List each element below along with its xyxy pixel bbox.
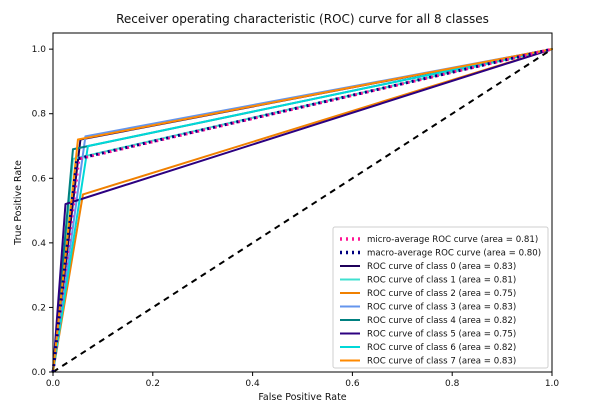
plot-layer	[51, 33, 553, 373]
plot-frame	[52, 32, 553, 373]
x-tick-label: 0.2	[146, 379, 160, 389]
legend-label: ROC curve of class 6 (area = 0.82)	[367, 343, 516, 353]
x-axis-label: False Positive Rate	[258, 392, 346, 403]
x-tick-label: 0.6	[345, 379, 360, 389]
roc-series-line-7	[52, 48, 553, 373]
diagonal-reference-line	[52, 48, 553, 373]
legend: micro-average ROC curve (area = 0.81) mac…	[332, 226, 549, 369]
y-tick-label: 0.8	[32, 110, 47, 120]
roc-series-line-6	[52, 48, 553, 373]
legend-label: ROC curve of class 2 (area = 0.75)	[367, 289, 516, 299]
legend-label: micro-average ROC curve (area = 0.81)	[367, 235, 538, 245]
y-tick-label: 0.0	[32, 368, 47, 378]
y-axis-label: True Positive Rate	[13, 160, 24, 246]
axis-layer: 0.0 0.2 0.4 0.6 0.8 1.0 0.0 0.2 0.4 0.6 0.8 1.0	[32, 32, 560, 389]
y-tick-label: 0.4	[32, 239, 47, 249]
legend-label: ROC curve of class 4 (area = 0.82)	[367, 316, 516, 326]
chart-title: Receiver operating characteristic (ROC) …	[116, 12, 489, 26]
legend-label: ROC curve of class 5 (area = 0.75)	[367, 330, 516, 340]
y-tick-label: 0.6	[32, 174, 47, 184]
legend-label: ROC curve of class 7 (area = 0.83)	[367, 357, 516, 367]
x-tick-label: 0.8	[445, 379, 460, 389]
y-tick-label: 0.2	[32, 303, 46, 313]
x-tick-label: 1.0	[545, 379, 560, 389]
roc-series-line-8	[52, 48, 553, 373]
legend-label: ROC curve of class 0 (area = 0.83)	[367, 262, 516, 272]
legend-label: macro-average ROC curve (area = 0.80)	[367, 249, 541, 259]
y-tick-label: 1.0	[32, 45, 47, 55]
legend-box	[332, 226, 549, 369]
x-tick-label: 0.4	[245, 379, 260, 389]
legend-label: ROC curve of class 3 (area = 0.83)	[367, 303, 516, 313]
x-tick-label: 0.0	[46, 379, 61, 389]
legend-label: ROC curve of class 1 (area = 0.81)	[367, 276, 516, 286]
